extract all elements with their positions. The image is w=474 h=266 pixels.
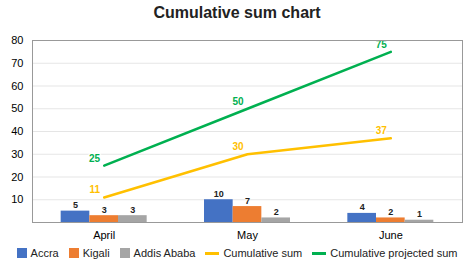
html-text:Cumulative projected sum: Cumulative projected sum bbox=[330, 247, 458, 259]
svg-text:April: April bbox=[93, 229, 115, 241]
svg-text:40: 40 bbox=[11, 125, 23, 137]
svg-text:2: 2 bbox=[388, 207, 393, 217]
svg-text:50: 50 bbox=[11, 102, 23, 114]
svg-text:1: 1 bbox=[417, 209, 422, 219]
html-text:Accra: Accra bbox=[30, 247, 59, 259]
svg-text:10: 10 bbox=[214, 189, 224, 199]
svg-text:20: 20 bbox=[11, 171, 23, 183]
svg-text:60: 60 bbox=[11, 80, 23, 92]
svg-text:50: 50 bbox=[232, 96, 244, 107]
svg-text:25: 25 bbox=[89, 153, 101, 164]
svg-text:30: 30 bbox=[11, 148, 23, 160]
svg-text:10: 10 bbox=[11, 193, 23, 205]
html-text:Kigali: Kigali bbox=[82, 247, 110, 259]
html-text:Cumulative sum chart: Cumulative sum chart bbox=[153, 4, 321, 21]
svg-text:3: 3 bbox=[130, 205, 135, 215]
svg-text:May: May bbox=[237, 229, 258, 241]
svg-text:75: 75 bbox=[375, 38, 387, 50]
svg-text:June: June bbox=[379, 229, 403, 241]
svg-text:3: 3 bbox=[102, 205, 107, 215]
svg-text:2: 2 bbox=[274, 207, 279, 217]
svg-text:70: 70 bbox=[11, 57, 23, 69]
svg-text:80: 80 bbox=[11, 34, 23, 46]
svg-text:4: 4 bbox=[360, 202, 365, 212]
svg-text:5: 5 bbox=[73, 200, 78, 210]
svg-text:7: 7 bbox=[245, 196, 250, 206]
svg-text:30: 30 bbox=[232, 141, 244, 152]
html-text:Cumulative sum: Cumulative sum bbox=[223, 247, 303, 259]
svg-text:11: 11 bbox=[90, 184, 101, 195]
html-text:Addis Ababa: Addis Ababa bbox=[133, 247, 196, 259]
svg-text:37: 37 bbox=[376, 125, 388, 136]
